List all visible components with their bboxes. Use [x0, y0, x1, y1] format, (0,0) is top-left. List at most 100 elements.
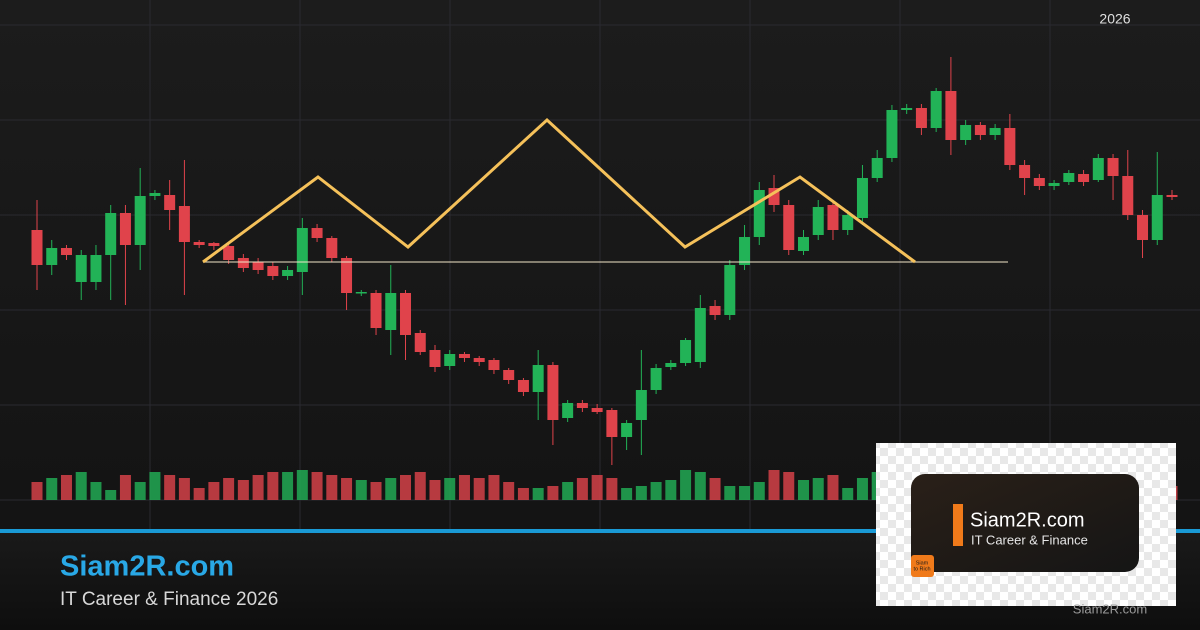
volume-bar — [400, 475, 412, 500]
volume-bar — [60, 475, 72, 500]
candle-body — [709, 306, 721, 315]
candle-body — [149, 193, 161, 196]
candle-body — [1063, 173, 1075, 182]
badge-bar — [953, 504, 963, 546]
candle-body — [326, 238, 338, 258]
candle-body — [311, 228, 323, 238]
volume-bar — [517, 488, 529, 500]
volume-bar — [252, 475, 264, 500]
candle-body — [960, 125, 972, 140]
candle-body — [193, 242, 205, 245]
candle-body — [1048, 183, 1060, 186]
volume-bar — [827, 475, 839, 500]
candle-body — [473, 358, 485, 362]
volume-bar — [635, 486, 647, 500]
volume-bar — [473, 478, 485, 500]
candle-body — [886, 110, 898, 158]
volume-bar — [562, 482, 574, 500]
candle-body — [1033, 178, 1045, 186]
volume-bar — [237, 480, 249, 500]
volume-bar — [164, 475, 176, 500]
candle-body — [576, 403, 588, 408]
candle-body — [739, 237, 751, 265]
volume-bar — [812, 478, 824, 500]
candle-body — [812, 207, 824, 235]
candle-body — [252, 262, 264, 270]
candle-body — [1078, 174, 1090, 182]
candle-body — [458, 354, 470, 358]
volume-bar — [724, 486, 736, 500]
candle-body — [296, 228, 308, 272]
candle-body — [532, 365, 544, 392]
volume-bar — [547, 486, 559, 500]
candle-body — [621, 423, 633, 437]
candle-body — [680, 340, 692, 363]
volume-bar — [355, 480, 367, 500]
volume-bar — [223, 478, 235, 500]
watermark: Siam2R.com — [1073, 601, 1147, 616]
candle-body — [46, 248, 58, 265]
candle-body — [797, 237, 809, 251]
candle-body — [134, 196, 146, 245]
candle-body — [974, 125, 986, 135]
badge-icon-text: to Rich — [913, 566, 930, 572]
volume-bar — [842, 488, 854, 500]
volume-bar — [694, 472, 706, 500]
candle-body — [650, 368, 662, 390]
candle-body — [1107, 158, 1119, 176]
candle-body — [1137, 215, 1149, 240]
candle-body — [370, 293, 382, 328]
candle-body — [164, 195, 176, 210]
volume-bar — [444, 478, 456, 500]
volume-bar — [46, 478, 58, 500]
candle-body — [444, 354, 456, 366]
candle-body — [503, 370, 515, 380]
candle-body — [856, 178, 868, 218]
volume-bar — [680, 470, 692, 500]
candle-body — [783, 205, 795, 250]
volume-bar — [768, 470, 780, 500]
volume-bar — [296, 470, 308, 500]
candle-body — [1122, 176, 1134, 215]
candle-body — [237, 258, 249, 268]
candle-body — [105, 213, 117, 255]
badge-subtitle: IT Career & Finance — [971, 532, 1088, 547]
volume-bar — [414, 472, 426, 500]
candle-body — [75, 255, 87, 282]
candle-body — [547, 365, 559, 420]
candle-body — [694, 308, 706, 362]
volume-bar — [753, 482, 765, 500]
accent-line — [0, 529, 1200, 533]
volume-bar — [326, 475, 338, 500]
badge-icon — [911, 555, 934, 577]
badge-title: Siam2R.com — [970, 509, 1084, 531]
candle-body — [945, 91, 957, 140]
volume-bar — [149, 472, 161, 500]
candle-body — [989, 128, 1001, 135]
candle-body — [429, 350, 441, 367]
volume-bar — [709, 478, 721, 500]
candle-body — [1019, 165, 1031, 178]
volume-bar — [385, 478, 397, 500]
volume-bar — [178, 478, 190, 500]
volume-bar — [488, 475, 500, 500]
candle-body — [400, 293, 412, 335]
volume-bar — [591, 475, 603, 500]
brand-subtitle: IT Career & Finance 2026 — [60, 589, 278, 610]
volume-bar — [665, 480, 677, 500]
volume-bar — [429, 480, 441, 500]
volume-bar — [576, 478, 588, 500]
volume-bar — [856, 478, 868, 500]
candle-body — [414, 333, 426, 352]
candle-body — [842, 215, 854, 230]
volume-bar — [31, 482, 43, 500]
volume-bar — [134, 482, 146, 500]
candle-body — [1004, 128, 1016, 165]
volume-bar — [739, 486, 751, 500]
candle-body — [827, 205, 839, 230]
volume-bar — [606, 478, 618, 500]
candle-body — [591, 408, 603, 412]
candle-body — [341, 258, 353, 293]
candle-body — [724, 265, 736, 315]
volume-bar — [621, 488, 633, 500]
